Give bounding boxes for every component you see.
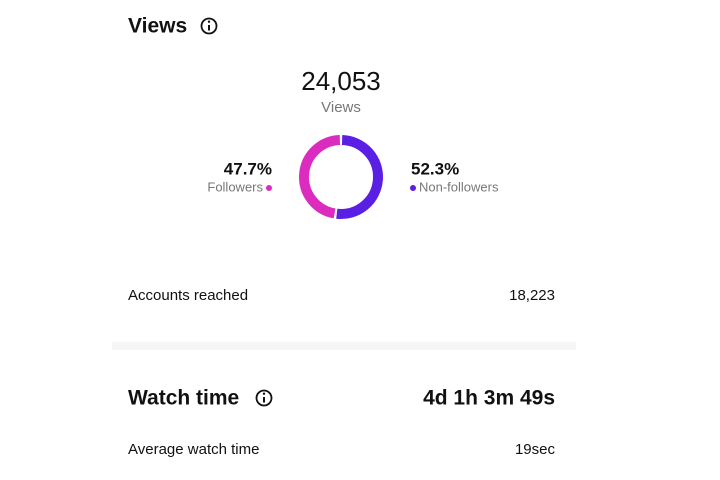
row-label: Average watch time: [128, 441, 259, 458]
donut-segment: [336, 135, 383, 219]
donut-segment: [299, 135, 341, 219]
legend-dot: [266, 185, 272, 191]
views-total: 24,053: [301, 66, 381, 96]
watch-time-value: 4d 1h 3m 49s: [423, 387, 555, 410]
info-icon[interactable]: [255, 389, 273, 407]
percentage: 47.7%: [224, 159, 272, 178]
percentage: 52.3%: [411, 159, 459, 178]
donut: [299, 135, 383, 219]
info-icon[interactable]: [200, 17, 218, 35]
watch-time-title: Watch time: [128, 387, 239, 410]
divider: [112, 342, 576, 350]
legend-label: Followers: [207, 179, 263, 194]
legend-dot: [410, 185, 416, 191]
legend-label: Non-followers: [419, 179, 499, 194]
row-value: 18,223: [509, 287, 555, 304]
views-total-label: Views: [321, 99, 361, 116]
row-value: 19sec: [515, 441, 556, 458]
views-title: Views: [128, 15, 187, 38]
row-label: Accounts reached: [128, 287, 248, 304]
